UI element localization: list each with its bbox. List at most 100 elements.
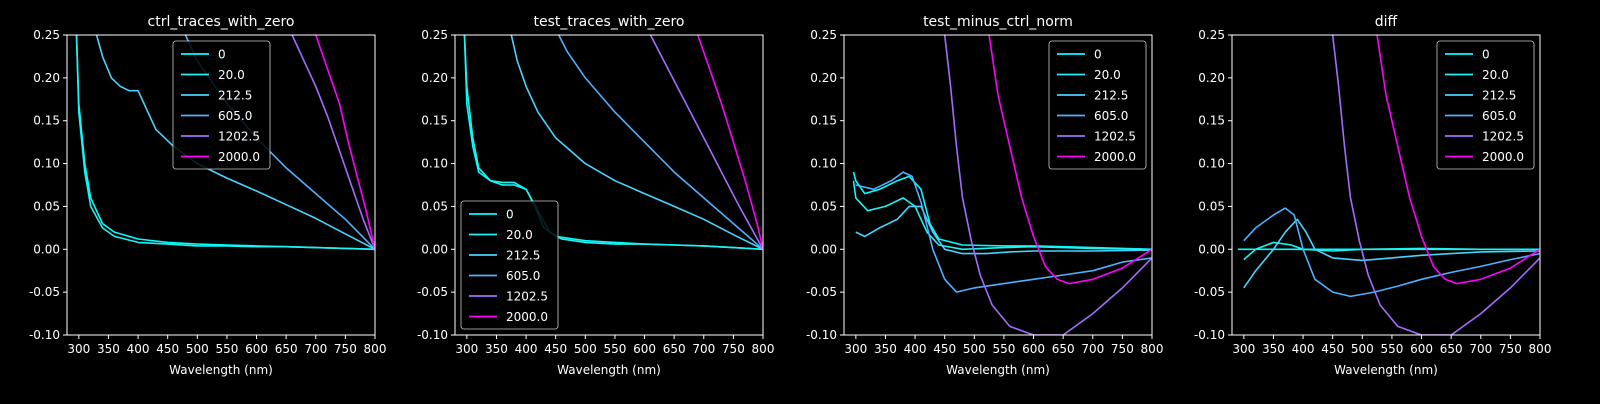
y-tick-label: 0.15 bbox=[421, 114, 448, 128]
x-tick-label: 750 bbox=[1499, 342, 1522, 356]
x-tick-label: 400 bbox=[515, 342, 538, 356]
x-tick-label: 550 bbox=[1380, 342, 1403, 356]
series-lines bbox=[852, 35, 1152, 335]
axes-frame bbox=[454, 34, 764, 336]
x-tick-label: 500 bbox=[574, 342, 597, 356]
x-tick-label: 550 bbox=[603, 342, 626, 356]
chart-panel-diff: diff Wavelength (nm) 300 350 400 450 500 550 6… bbox=[1194, 14, 1552, 377]
y-tick-label: 0.25 bbox=[810, 28, 837, 42]
y-tick-label: -0.05 bbox=[806, 285, 837, 299]
legend: 0 20.0 212.5 605.0 1202.5 2000.0 bbox=[172, 40, 271, 170]
x-tick-label: 300 bbox=[1232, 342, 1255, 356]
legend-label: 0 bbox=[1094, 48, 1102, 62]
x-axis-label: Wavelength (nm) bbox=[169, 363, 273, 377]
legend: 0 20.0 212.5 605.0 1202.5 2000.0 bbox=[1048, 40, 1147, 170]
y-tick-label: 0.00 bbox=[33, 242, 60, 256]
series-line-2000-0 bbox=[988, 35, 1152, 285]
x-tick-label: 650 bbox=[1052, 342, 1075, 356]
legend-label: 0 bbox=[218, 48, 226, 62]
series-line-20-0 bbox=[75, 35, 375, 251]
y-tick-label: 0.25 bbox=[33, 28, 60, 42]
y-tick-label: -0.10 bbox=[1194, 328, 1225, 342]
x-axis-label: Wavelength (nm) bbox=[1334, 363, 1438, 377]
series-line-212-5 bbox=[1243, 218, 1540, 289]
x-tick-label: 700 bbox=[1081, 342, 1104, 356]
legend-label: 20.0 bbox=[1482, 68, 1509, 82]
x-tick-label: 450 bbox=[544, 342, 567, 356]
legend-label: 20.0 bbox=[1094, 68, 1121, 82]
legend-box bbox=[1048, 40, 1147, 170]
legend-label: 1202.5 bbox=[506, 290, 548, 304]
legend-label: 212.5 bbox=[506, 249, 540, 263]
series-line-0 bbox=[852, 171, 1152, 251]
x-tick-label: 450 bbox=[933, 342, 956, 356]
legend-label: 20.0 bbox=[506, 228, 533, 242]
x-tick-label: 300 bbox=[844, 342, 867, 356]
y-tick-label: 0.20 bbox=[33, 71, 60, 85]
legend-label: 2000.0 bbox=[1094, 150, 1136, 164]
legend-label: 1202.5 bbox=[1094, 130, 1136, 144]
y-tick-label: 0.10 bbox=[421, 157, 448, 171]
series-line-1202-5 bbox=[943, 35, 1152, 335]
x-tick-label: 800 bbox=[364, 342, 387, 356]
y-tick-label: -0.10 bbox=[29, 328, 60, 342]
y-tick-label: -0.05 bbox=[417, 285, 448, 299]
x-axis-label: Wavelength (nm) bbox=[946, 363, 1050, 377]
y-tick-label: 0.20 bbox=[421, 71, 448, 85]
x-tick-label: 300 bbox=[67, 342, 90, 356]
y-tick-label: -0.10 bbox=[417, 328, 448, 342]
series-line-605-0 bbox=[855, 171, 1152, 293]
axes-frame bbox=[1231, 34, 1541, 336]
x-tick-label: 550 bbox=[992, 342, 1015, 356]
y-tick-label: 0.00 bbox=[1198, 242, 1225, 256]
series-line-1202-5 bbox=[649, 35, 763, 250]
x-tick-label: 800 bbox=[1529, 342, 1552, 356]
legend-label: 1202.5 bbox=[1482, 130, 1524, 144]
y-tick-label: 0.10 bbox=[1198, 157, 1225, 171]
x-tick-label: 650 bbox=[1440, 342, 1463, 356]
x-tick-label: 400 bbox=[904, 342, 927, 356]
x-tick-label: 800 bbox=[752, 342, 775, 356]
chart-title: diff bbox=[1375, 14, 1398, 30]
x-tick-label: 800 bbox=[1141, 342, 1164, 356]
x-tick-label: 650 bbox=[663, 342, 686, 356]
legend-label: 605.0 bbox=[506, 269, 540, 283]
series-line-1202-5 bbox=[1331, 35, 1540, 335]
series-lines bbox=[1237, 35, 1540, 335]
x-tick-label: 600 bbox=[245, 342, 268, 356]
x-tick-label: 600 bbox=[633, 342, 656, 356]
y-tick-label: 0.15 bbox=[810, 114, 837, 128]
legend-label: 2000.0 bbox=[1482, 150, 1524, 164]
series-line-2000-0 bbox=[697, 35, 763, 250]
chart-panel-ctrl-traces-with-zero: ctrl_traces_with_zero Wavelength (nm) 30… bbox=[29, 14, 387, 377]
chart-title: ctrl_traces_with_zero bbox=[148, 14, 295, 30]
axes-frame bbox=[66, 34, 376, 336]
legend-label: 212.5 bbox=[1482, 89, 1516, 103]
series-line-212-5 bbox=[855, 205, 1152, 255]
legend: 0 20.0 212.5 605.0 1202.5 2000.0 bbox=[460, 200, 559, 330]
x-tick-label: 450 bbox=[1321, 342, 1344, 356]
y-tick-label: 0.05 bbox=[810, 199, 837, 213]
series-line-212-5 bbox=[95, 35, 375, 251]
x-tick-label: 750 bbox=[334, 342, 357, 356]
legend-box bbox=[460, 200, 559, 330]
x-tick-label: 700 bbox=[304, 342, 327, 356]
y-tick-label: 0.00 bbox=[421, 242, 448, 256]
series-line-20-0 bbox=[852, 180, 1152, 251]
legend-label: 212.5 bbox=[1094, 89, 1128, 103]
y-tick-label: 0.25 bbox=[421, 28, 448, 42]
x-tick-label: 700 bbox=[692, 342, 715, 356]
series-line-212-5 bbox=[510, 35, 763, 251]
series-line-1202-5 bbox=[291, 35, 375, 250]
x-tick-label: 600 bbox=[1022, 342, 1045, 356]
x-axis-label: Wavelength (nm) bbox=[557, 363, 661, 377]
y-tick-label: 0.10 bbox=[810, 157, 837, 171]
x-tick-label: 350 bbox=[97, 342, 120, 356]
x-tick-label: 350 bbox=[485, 342, 508, 356]
legend-label: 605.0 bbox=[1482, 109, 1516, 123]
y-tick-label: 0.20 bbox=[810, 71, 837, 85]
chart-panel-test-traces-with-zero: test_traces_with_zero Wavelength (nm) 30… bbox=[417, 14, 775, 377]
chart-panel-test-minus-ctrl-norm: test_minus_ctrl_norm Wavelength (nm) 300… bbox=[806, 14, 1164, 377]
series-line-605-0 bbox=[557, 35, 763, 250]
